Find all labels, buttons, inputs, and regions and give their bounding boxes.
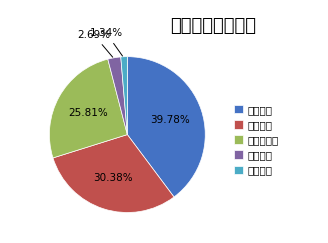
- Wedge shape: [50, 59, 127, 158]
- Text: 2.69%: 2.69%: [77, 30, 113, 57]
- Text: 园区整体景气状况: 园区整体景气状况: [171, 17, 256, 35]
- Wedge shape: [53, 135, 174, 213]
- Text: 30.38%: 30.38%: [93, 173, 133, 182]
- Wedge shape: [121, 57, 127, 135]
- Wedge shape: [108, 57, 127, 135]
- Wedge shape: [127, 57, 205, 197]
- Text: 39.78%: 39.78%: [150, 115, 190, 125]
- Legend: 明显改善, 有所改善, 无明显变化, 有所下降, 明显下降: 明显改善, 有所改善, 无明显变化, 有所下降, 明显下降: [232, 103, 281, 178]
- Text: 25.81%: 25.81%: [68, 108, 108, 118]
- Text: 1.34%: 1.34%: [90, 28, 123, 56]
